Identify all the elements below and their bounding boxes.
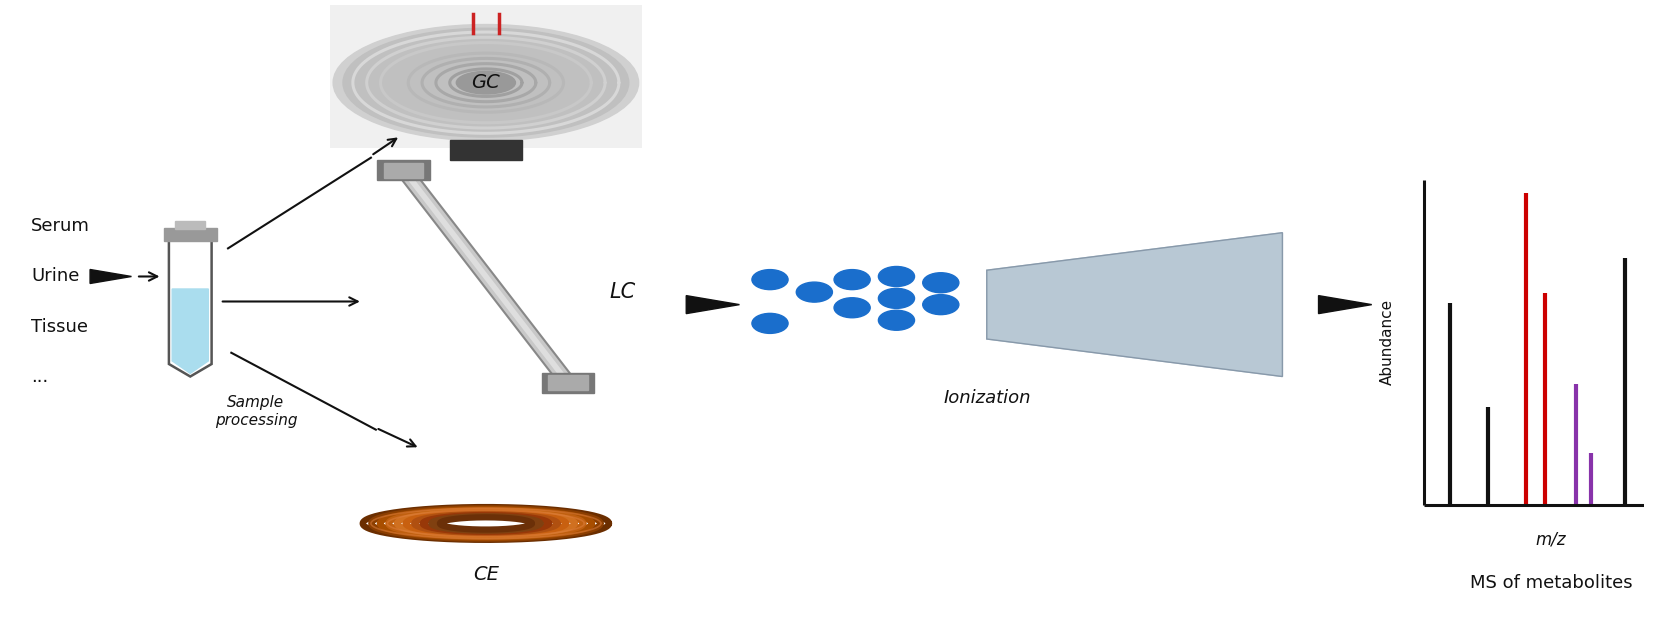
Ellipse shape bbox=[753, 269, 787, 290]
Bar bbox=[164, 229, 217, 241]
Polygon shape bbox=[172, 289, 208, 374]
Text: MS of metabolites: MS of metabolites bbox=[1470, 574, 1632, 592]
Ellipse shape bbox=[878, 266, 915, 286]
Text: Ionization: Ionization bbox=[943, 389, 1030, 408]
Text: GC: GC bbox=[471, 73, 500, 92]
Text: CE: CE bbox=[473, 565, 500, 584]
Polygon shape bbox=[89, 269, 131, 283]
Ellipse shape bbox=[878, 310, 915, 330]
Bar bbox=[450, 139, 523, 160]
Text: LC: LC bbox=[609, 282, 635, 302]
Ellipse shape bbox=[753, 313, 787, 333]
Circle shape bbox=[342, 28, 629, 137]
Bar bbox=[329, 4, 642, 148]
Bar bbox=[547, 376, 587, 390]
Text: Tissue: Tissue bbox=[31, 318, 88, 335]
Ellipse shape bbox=[878, 288, 915, 308]
Text: m/z: m/z bbox=[1535, 530, 1566, 548]
Text: Abundance: Abundance bbox=[1379, 299, 1394, 385]
Text: ...: ... bbox=[31, 367, 48, 386]
Text: Sample
processing: Sample processing bbox=[215, 395, 298, 428]
Bar bbox=[175, 222, 205, 229]
Ellipse shape bbox=[834, 269, 870, 290]
Bar bbox=[377, 160, 430, 180]
Ellipse shape bbox=[796, 282, 832, 302]
Text: Serum: Serum bbox=[31, 217, 89, 236]
Bar bbox=[384, 163, 423, 178]
Circle shape bbox=[332, 24, 638, 141]
Circle shape bbox=[457, 72, 516, 94]
Bar bbox=[543, 373, 594, 392]
Polygon shape bbox=[686, 296, 739, 313]
Ellipse shape bbox=[923, 295, 959, 315]
Ellipse shape bbox=[834, 298, 870, 318]
Polygon shape bbox=[987, 233, 1282, 377]
Polygon shape bbox=[1318, 296, 1371, 313]
Ellipse shape bbox=[923, 273, 959, 293]
Text: Urine: Urine bbox=[31, 268, 79, 286]
